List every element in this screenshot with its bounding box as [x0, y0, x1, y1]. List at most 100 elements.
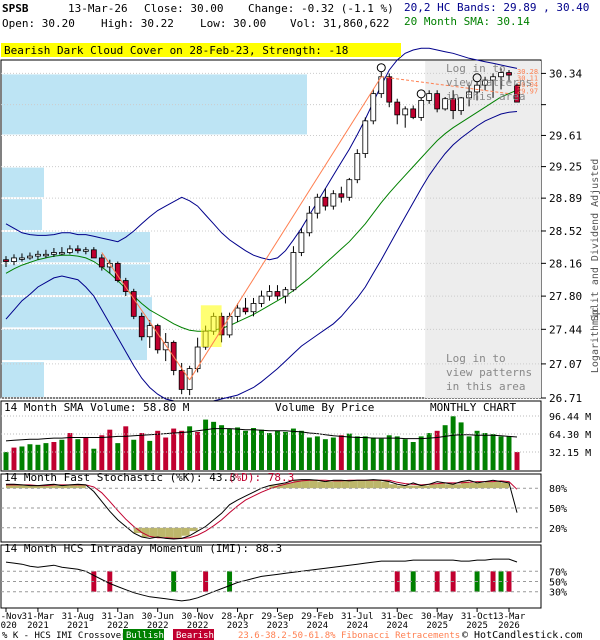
price-tick-label: 27.44 — [549, 323, 582, 336]
volume-bar — [139, 433, 145, 470]
imi-crossover-bar — [434, 571, 440, 592]
stoch-fill — [21, 485, 30, 489]
fib-line — [189, 76, 382, 381]
stoch-fill — [293, 480, 302, 489]
candle-up — [66, 248, 73, 253]
volume-bar — [314, 436, 320, 470]
fib-line — [101, 252, 191, 381]
login-overlay-top[interactable]: Log in to view patterns in this area — [446, 62, 532, 103]
candle-up — [306, 212, 313, 234]
candle-up — [474, 84, 480, 93]
candle-down — [506, 72, 512, 76]
candle-up — [19, 257, 25, 260]
volume-bar — [274, 430, 280, 470]
stoch-fill — [501, 482, 510, 489]
candle-down — [274, 291, 281, 297]
date-tick-year: 2022 — [147, 621, 169, 631]
candle-up — [482, 79, 488, 86]
volume-tick-label: 64.30 M — [549, 430, 591, 441]
candle-up — [11, 257, 17, 262]
stoch-fill — [6, 484, 14, 489]
date-tick-year: 2021 — [67, 621, 89, 631]
stoch-fill — [373, 480, 382, 489]
volume-bar — [115, 443, 121, 470]
candle-up — [426, 93, 433, 101]
pattern-zone — [425, 61, 541, 398]
date-tick-label: 29-Sep — [261, 612, 294, 622]
mini-label: 30.04 — [517, 81, 538, 89]
stoch-fill — [389, 484, 398, 489]
imi-title: 14 Month HCS Intraday Momentum (IMI): 88… — [4, 542, 282, 555]
volume-bar — [147, 440, 153, 470]
login-line-2: view patterns — [446, 366, 532, 379]
volume-bar — [378, 438, 384, 470]
open-value: Open: 30.20 — [2, 17, 75, 30]
candle-down — [386, 76, 393, 103]
mini-label: 30.28 — [517, 68, 538, 76]
date-tick-year: 2020 — [0, 621, 17, 631]
date-tick-label: 29-Feb — [301, 612, 334, 622]
stoch-fill — [333, 480, 342, 489]
candle-down — [138, 315, 145, 338]
watermark: © HotCandlestick.com — [462, 630, 582, 640]
candle-up — [362, 120, 369, 154]
vbp-bar — [2, 329, 147, 361]
fibonacci-line — [101, 76, 510, 381]
candle-down — [3, 259, 9, 262]
volume-bar — [235, 427, 241, 470]
date-tick-label: 30-Nov — [181, 612, 214, 622]
date-tick-year: 2023 — [227, 621, 249, 631]
candle-down — [338, 193, 345, 198]
volume-bar — [322, 439, 328, 470]
volume-bar — [243, 430, 249, 470]
candle-up — [194, 346, 201, 370]
stoch-tick-label: 20% — [549, 524, 567, 535]
volume-tick-label: 96.44 M — [549, 412, 591, 423]
price-tick-label: 28.89 — [549, 192, 582, 205]
vbp-bar — [2, 297, 152, 328]
stoch-fill — [477, 482, 486, 489]
volume-bar — [498, 436, 504, 470]
date-tick-label: 30-Nov — [0, 612, 22, 622]
login-line-3: in this area — [446, 90, 525, 103]
pattern-banner-text: Bearish Dark Cloud Cover on 28-Feb-23, S… — [4, 44, 348, 57]
candle-down — [434, 93, 441, 110]
candle-down — [242, 307, 249, 313]
candle-down — [90, 249, 97, 259]
stoch-fill — [189, 527, 198, 532]
imi-tick-label: 70% — [549, 567, 567, 578]
date-tick-year: 2021 — [27, 621, 49, 631]
imi-axis: 70%50%30% — [1, 567, 567, 599]
candle-up — [234, 307, 241, 317]
date-tick-year: 2022 — [187, 621, 209, 631]
candle-down — [98, 257, 105, 268]
volume-bar — [195, 431, 201, 470]
volume-bar — [19, 446, 25, 470]
candle-down — [122, 280, 129, 292]
vbp-bar — [2, 167, 44, 198]
volume-bar — [35, 444, 41, 470]
mini-label: 29.97 — [517, 88, 538, 96]
candle-down — [74, 248, 81, 252]
candle-up — [402, 108, 409, 116]
logarithmic-label: Logarithmic — [590, 307, 600, 373]
candle-down — [130, 291, 137, 317]
volume-bar — [187, 426, 193, 470]
login-overlay-bottom[interactable]: Log in to view patterns in this area — [446, 352, 532, 393]
legend-bearish-swatch — [173, 629, 214, 640]
bands-label: 20,2 HC Bands: 29.89 , 30.40 — [404, 1, 589, 14]
candle-down — [154, 325, 161, 351]
candle-down — [394, 101, 401, 116]
volume-tick-label: 32.15 M — [549, 448, 591, 459]
band-lower-line — [5, 111, 518, 404]
login-line-3: in this area — [446, 380, 525, 393]
volume-bar — [99, 435, 105, 470]
candle-up — [290, 252, 297, 291]
stoch-fill — [29, 485, 38, 489]
volume-bar — [211, 421, 217, 470]
imi-line — [5, 558, 518, 602]
stoch-fill — [181, 527, 190, 536]
volume-bar — [466, 436, 472, 470]
candle-down — [410, 108, 417, 118]
